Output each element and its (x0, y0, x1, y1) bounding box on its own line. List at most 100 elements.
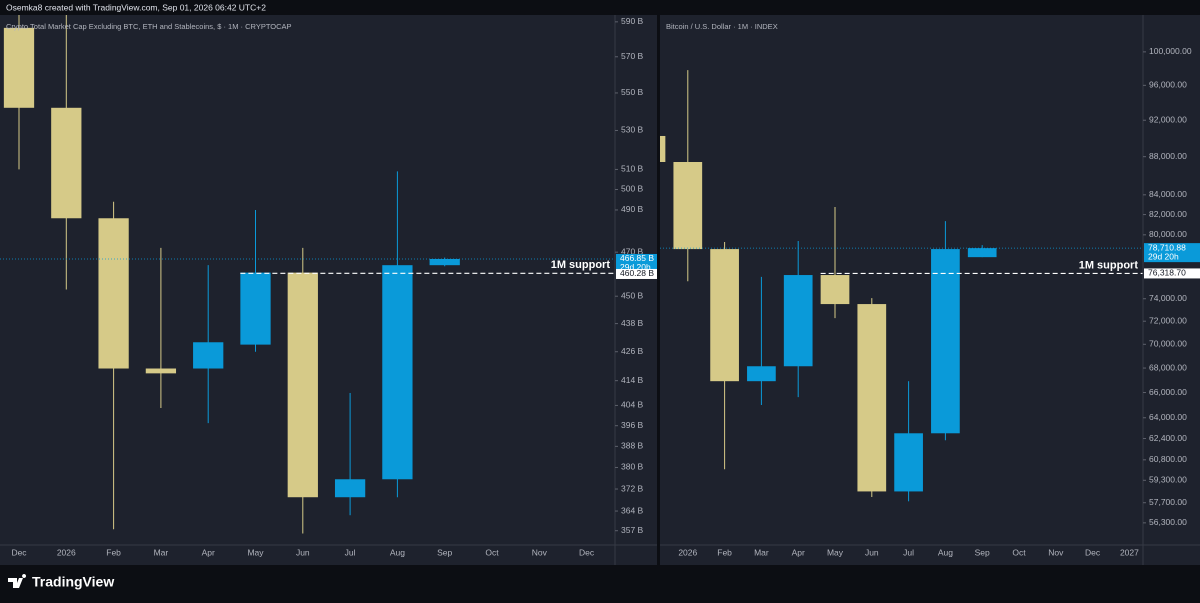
x-tick-label: Apr (792, 547, 805, 557)
x-tick-label: 2026 (57, 547, 76, 557)
y-tick-label: 59,300.00 (1149, 475, 1187, 485)
y-tick-label: 570 B (621, 51, 644, 61)
y-tick-label: 96,000.00 (1149, 80, 1187, 90)
x-tick-label: Jun (865, 547, 879, 557)
y-tick-label: 404 B (621, 400, 644, 410)
last-price-box (616, 253, 657, 273)
y-tick-label: 66,000.00 (1149, 387, 1187, 397)
last-price-label: 78,710.88 (1148, 242, 1186, 252)
y-tick-label: 92,000.00 (1149, 114, 1187, 124)
y-tick-label: 388 B (621, 441, 644, 451)
x-tick-label: 2026 (678, 547, 697, 557)
x-tick-label: Dec (1085, 547, 1101, 557)
candle-body (857, 304, 887, 492)
y-tick-label: 72,000.00 (1149, 315, 1187, 325)
y-tick-label: 357 B (621, 525, 644, 535)
candle-body (3, 27, 35, 108)
y-tick-label: 74,000.00 (1149, 293, 1187, 303)
candle-body (334, 479, 366, 498)
y-tick-label: 56,300.00 (1149, 517, 1187, 527)
candle-body (98, 218, 129, 369)
y-tick-label: 380 B (621, 462, 644, 472)
y-tick-label: 530 B (621, 125, 644, 135)
candle-body (287, 272, 318, 498)
x-tick-label: Aug (390, 547, 405, 557)
plot (660, 70, 1143, 502)
support-name: 1M support (551, 259, 611, 271)
support-label: 460.28 B (620, 268, 654, 278)
y-tick-label: 62,400.00 (1149, 433, 1187, 443)
countdown: 29d 20h (620, 262, 651, 272)
last-price-label: 466.85 B (620, 253, 654, 263)
y-tick-label: 80,000.00 (1149, 229, 1187, 239)
candle-body (783, 275, 813, 367)
y-tick-label: 100,000.00 (1149, 46, 1192, 56)
candle-body (820, 275, 850, 305)
y-tick-label: 396 B (621, 420, 644, 430)
x-tick-label: May (827, 547, 844, 557)
panel (660, 15, 1200, 565)
plot (0, 15, 615, 534)
candle-body (673, 162, 703, 250)
candle-body (660, 135, 666, 163)
x-tick-label: Nov (1048, 547, 1064, 557)
x-tick-label: Nov (532, 547, 548, 557)
candle-body (51, 107, 82, 219)
support-box (1144, 268, 1200, 279)
brand: TradingView (32, 574, 114, 590)
x-tick-label: Mar (754, 547, 769, 557)
x-tick-label: Sep (975, 547, 990, 557)
y-tick-label: 60,800.00 (1149, 454, 1187, 464)
x-tick-label: 2027 (1120, 547, 1139, 557)
y-tick-label: 414 B (621, 375, 644, 385)
x-tick-label: Feb (717, 547, 732, 557)
x-tick-label: Mar (154, 547, 169, 557)
candle-body (967, 248, 997, 258)
y-tick-label: 372 B (621, 483, 644, 493)
chart-title: Bitcoin / U.S. Dollar · 1M · INDEX (666, 22, 778, 31)
support-box (616, 268, 657, 279)
y-tick-label: 470 B (621, 246, 644, 256)
x-tick-label: Dec (579, 547, 595, 557)
x-tick-label: Aug (938, 547, 953, 557)
support-label: 76,318.70 (1148, 268, 1186, 278)
candle-body (193, 342, 224, 369)
x-tick-label: May (247, 547, 264, 557)
y-tick-label: 68,000.00 (1149, 362, 1187, 372)
y-tick-label: 88,000.00 (1149, 151, 1187, 161)
y-tick-label: 70,000.00 (1149, 339, 1187, 349)
y-tick-label: 82,000.00 (1149, 209, 1187, 219)
x-tick-label: Oct (1012, 547, 1026, 557)
y-tick-label: 438 B (621, 318, 644, 328)
y-tick-label: 490 B (621, 204, 644, 214)
y-tick-label: 364 B (621, 505, 644, 515)
chart-title: Crypto Total Market Cap Excluding BTC, E… (6, 22, 292, 31)
candle-body (429, 258, 460, 266)
y-tick-label: 64,000.00 (1149, 412, 1187, 422)
countdown: 29d 20h (1148, 251, 1179, 261)
candle-body (747, 366, 776, 382)
x-tick-label: Feb (106, 547, 121, 557)
candle-body (710, 249, 739, 382)
x-tick-label: Sep (437, 547, 452, 557)
y-tick-label: 84,000.00 (1149, 189, 1187, 199)
candle-body (240, 272, 271, 345)
candle-body (894, 433, 923, 492)
header: Osemka8 created with TradingView.com, Se… (6, 2, 266, 12)
y-tick-label: 590 B (621, 16, 644, 26)
y-tick-label: 57,700.00 (1149, 497, 1187, 507)
x-tick-label: Jul (345, 547, 356, 557)
x-tick-label: Jul (903, 547, 914, 557)
x-tick-label: Apr (202, 547, 215, 557)
x-tick-label: Dec (11, 547, 27, 557)
support-name: 1M support (1079, 259, 1139, 271)
candle-body (382, 265, 413, 480)
y-tick-label: 510 B (621, 164, 644, 174)
candle-body (931, 249, 960, 434)
candle-body (145, 368, 177, 374)
y-tick-label: 426 B (621, 346, 644, 356)
logo (8, 574, 27, 588)
last-price-box (1144, 243, 1200, 263)
